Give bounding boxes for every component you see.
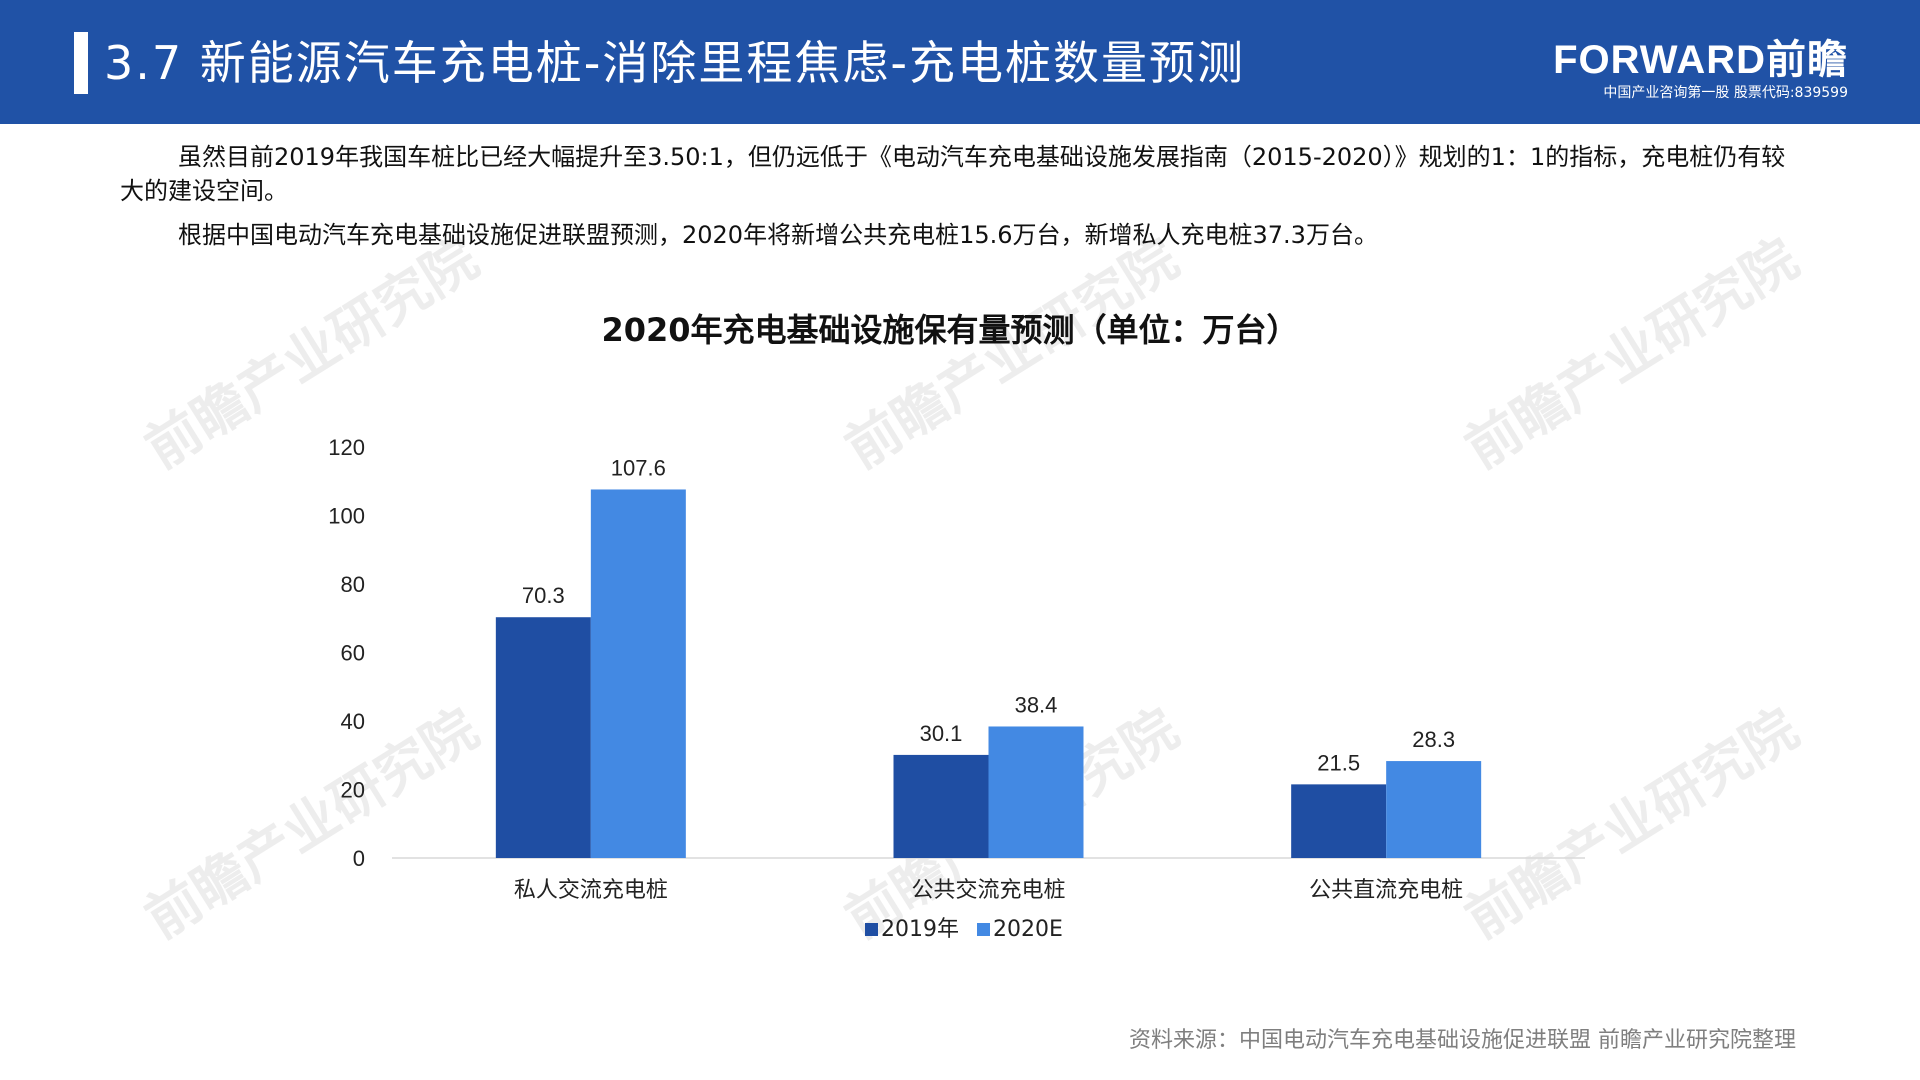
bar-2020e — [1386, 761, 1482, 858]
source-note: 资料来源：中国电动汽车充电基础设施促进联盟 前瞻产业研究院整理 — [1129, 1028, 1796, 1053]
paragraph-1: 虽然目前2019年我国车桩比已经大幅提升至3.50:1，但仍远低于《电动汽车充电… — [120, 143, 1786, 205]
x-tick-label: 公共交流充电桩 — [911, 878, 1065, 903]
y-tick-label: 0 — [353, 846, 365, 871]
bar-2020e — [988, 726, 1084, 858]
data-label: 107.6 — [611, 455, 666, 480]
logo-subtext: 中国产业咨询第一股 股票代码:839599 — [1603, 85, 1848, 101]
legend-label: 2020E — [993, 917, 1063, 942]
y-tick-label: 60 — [341, 641, 365, 666]
data-label: 70.3 — [522, 583, 565, 608]
legend-swatch — [977, 923, 990, 936]
data-label: 38.4 — [1015, 692, 1058, 717]
bar-2019 — [893, 754, 989, 858]
y-tick-label: 20 — [341, 778, 365, 803]
page-title: 3.7 新能源汽车充电桩-消除里程焦虑-充电桩数量预测 — [104, 36, 1245, 90]
legend-swatch — [865, 923, 878, 936]
paragraph-2: 根据中国电动汽车充电基础设施促进联盟预测，2020年将新增公共充电桩15.6万台… — [178, 221, 1378, 249]
logo-text: FORWARD前瞻 — [1553, 38, 1848, 82]
y-tick-label: 40 — [341, 709, 365, 734]
title-accent-bar — [74, 32, 88, 94]
x-tick-label: 私人交流充电桩 — [514, 878, 668, 903]
bar-2020e — [590, 489, 686, 858]
bar-2019 — [1291, 784, 1387, 858]
data-label: 28.3 — [1412, 727, 1455, 752]
y-tick-label: 100 — [328, 504, 365, 529]
chart-title: 2020年充电基础设施保有量预测（单位：万台） — [601, 311, 1299, 349]
y-tick-label: 120 — [328, 435, 365, 460]
data-label: 21.5 — [1317, 750, 1360, 775]
x-tick-label: 公共直流充电桩 — [1309, 878, 1463, 903]
y-tick-label: 80 — [341, 572, 365, 597]
data-label: 30.1 — [920, 721, 963, 746]
header: 3.7 新能源汽车充电桩-消除里程焦虑-充电桩数量预测 FORWARD前瞻 中国… — [0, 0, 1920, 124]
forward-logo: FORWARD前瞻 中国产业咨询第一股 股票代码:839599 — [1553, 38, 1848, 102]
bar-2019 — [495, 617, 591, 858]
legend-label: 2019年 — [881, 917, 959, 942]
